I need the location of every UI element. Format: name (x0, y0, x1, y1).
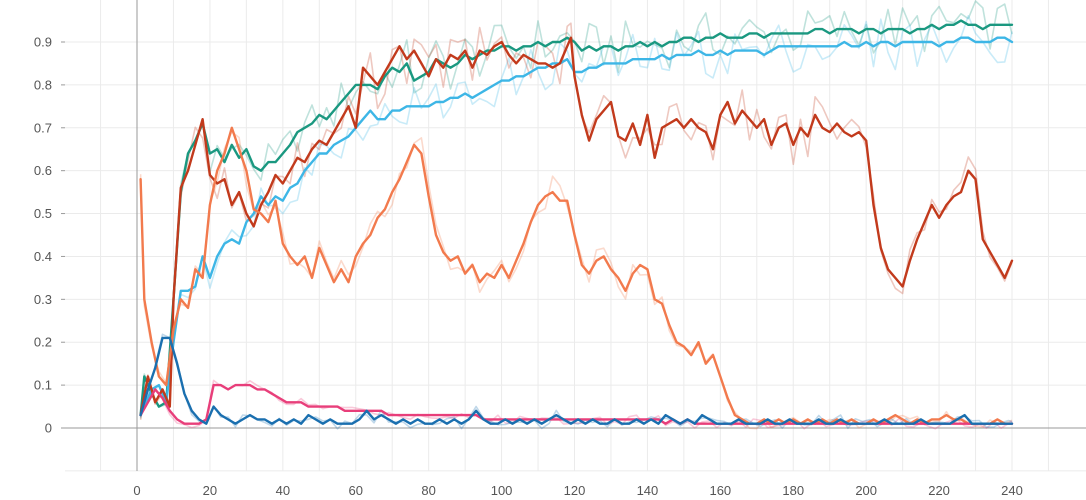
x-tick-label: 120 (564, 483, 586, 498)
series-line-5 (139, 383, 1014, 425)
y-tick-label: 0.2 (34, 335, 52, 350)
y-tick-label: 0.3 (34, 292, 52, 307)
x-tick-label: 60 (349, 483, 363, 498)
x-tick-label: 200 (855, 483, 877, 498)
x-tick-label: 40 (276, 483, 290, 498)
x-tick-label: 20 (203, 483, 217, 498)
x-tick-label: 160 (709, 483, 731, 498)
y-tick-label: 0.1 (34, 378, 52, 393)
y-tick-label: 0.7 (34, 120, 52, 135)
y-tick-label: 0.6 (34, 163, 52, 178)
y-tick-labels: 0 0.1 0.2 0.3 0.4 0.5 0.6 0.7 0.8 0.9 (34, 35, 52, 436)
smoothed-series-lines (139, 19, 1014, 425)
y-tick-label: 0 (45, 421, 52, 436)
x-tick-label: 220 (928, 483, 950, 498)
y-tick-label: 0.9 (34, 35, 52, 50)
x-tick-label: 80 (421, 483, 435, 498)
x-tick-label: 180 (782, 483, 804, 498)
series-line-3 (139, 36, 1014, 417)
series-raw-line-4 (139, 131, 1013, 430)
x-tick-label: 140 (637, 483, 659, 498)
x-tick-label: 0 (133, 483, 140, 498)
y-tick-label: 0.8 (34, 77, 52, 92)
x-tick-label: 100 (491, 483, 513, 498)
y-tick-label: 0.5 (34, 206, 52, 221)
series-raw-line-6 (139, 333, 1013, 430)
series-line-4 (139, 126, 1014, 425)
x-tick-label: 240 (1001, 483, 1023, 498)
y-tick-label: 0.4 (34, 249, 52, 264)
axes (61, 0, 1086, 471)
series-line-6 (139, 336, 1014, 425)
x-tick-labels: 0 20 40 60 80 100 120 140 160 180 200 220 240 (133, 483, 1022, 498)
series-line-1 (139, 19, 1014, 417)
series-line-2 (139, 36, 1014, 417)
